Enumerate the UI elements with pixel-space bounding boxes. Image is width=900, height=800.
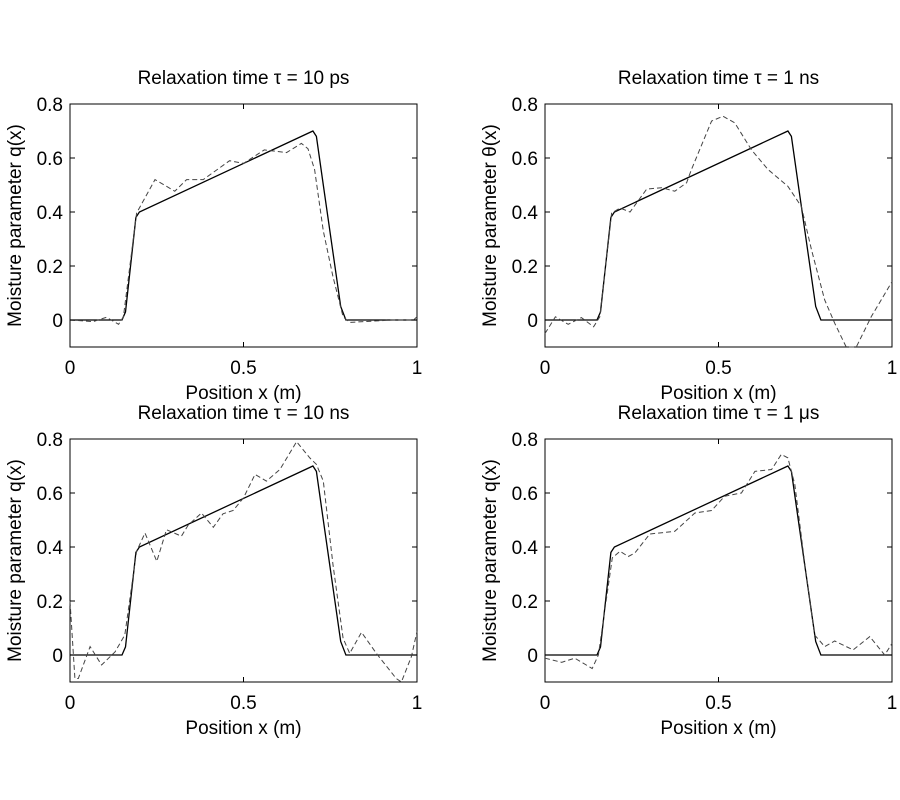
axes-frame <box>544 103 893 348</box>
y-tick-label: 0 <box>52 646 63 667</box>
x-axis-label: Position x (m) <box>660 718 776 739</box>
y-tick-label: 0.6 <box>37 149 63 170</box>
y-tick-label: 0.8 <box>37 430 63 451</box>
x-tick-label: 1 <box>412 358 423 379</box>
y-tick-label: 0.4 <box>37 538 64 559</box>
y-tick-label: 0 <box>527 311 538 332</box>
y-tick-label: 0 <box>52 311 63 332</box>
axes-frame <box>69 103 418 348</box>
x-tick-label: 0.5 <box>705 693 731 714</box>
y-tick-label: 0.2 <box>512 592 538 613</box>
x-tick-label: 0 <box>65 358 76 379</box>
x-tick-label: 1 <box>412 693 423 714</box>
x-tick-label: 1 <box>887 693 898 714</box>
subplot-title: Relaxation time τ = 1 μs <box>618 403 820 424</box>
x-tick-label: 0 <box>540 693 551 714</box>
y-tick-label: 0.2 <box>512 257 538 278</box>
y-axis-label: Moisture parameter q(x) <box>5 124 26 327</box>
y-axis-label: Moisture parameter θ(x) <box>480 124 501 327</box>
dashed-series-line <box>69 142 418 325</box>
y-axis-label: Moisture parameter q(x) <box>5 459 26 662</box>
y-tick-label: 0.2 <box>37 257 63 278</box>
x-tick-label: 0 <box>540 358 551 379</box>
axes-frame <box>69 438 418 683</box>
x-tick-label: 1 <box>887 358 898 379</box>
subplot-3: 0 0.5 1 0 0.2 0.4 0.6 0.8 Relaxation time τ = 10… <box>5 403 422 739</box>
y-tick-label: 0.4 <box>512 538 539 559</box>
subplot-2: 0 0.5 1 0 0.2 0.4 0.6 0.8 Relaxation time τ = 1 … <box>480 68 897 404</box>
x-axis-label: Position x (m) <box>660 383 776 404</box>
y-tick-label: 0.6 <box>37 484 63 505</box>
x-tick-label: 0.5 <box>705 358 731 379</box>
y-tick-label: 0.4 <box>37 203 64 224</box>
y-tick-label: 0 <box>527 646 538 667</box>
subplot-1: 0 0.5 1 0 0.2 0.4 0.6 0.8 Relaxation time τ = 10… <box>5 68 422 404</box>
dashed-series-line <box>544 115 893 348</box>
solid-series-line <box>70 465 417 656</box>
y-axis-label: Moisture parameter q(x) <box>480 459 501 662</box>
x-tick-label: 0.5 <box>230 693 256 714</box>
subplot-title: Relaxation time τ = 1 ns <box>618 68 819 89</box>
subplot-title: Relaxation time τ = 10 ns <box>138 403 350 424</box>
y-tick-label: 0.6 <box>512 149 538 170</box>
y-tick-label: 0.2 <box>37 592 63 613</box>
solid-series-line <box>545 465 892 656</box>
solid-series-line <box>545 130 892 321</box>
subplot-4: 0 0.5 1 0 0.2 0.4 0.6 0.8 Relaxation time τ = 1 … <box>480 403 897 739</box>
x-axis-label: Position x (m) <box>185 383 301 404</box>
y-tick-label: 0.8 <box>37 95 63 116</box>
x-tick-label: 0 <box>65 693 76 714</box>
y-tick-label: 0.8 <box>512 95 538 116</box>
y-tick-label: 0.4 <box>512 203 539 224</box>
x-tick-label: 0.5 <box>230 358 256 379</box>
axes-frame <box>544 438 893 683</box>
y-tick-label: 0.6 <box>512 484 538 505</box>
dashed-series-line <box>69 440 418 683</box>
y-tick-label: 0.8 <box>512 430 538 451</box>
solid-series-line <box>70 130 417 321</box>
x-axis-label: Position x (m) <box>185 718 301 739</box>
dashed-series-line <box>544 453 893 670</box>
subplot-title: Relaxation time τ = 10 ps <box>138 68 350 89</box>
